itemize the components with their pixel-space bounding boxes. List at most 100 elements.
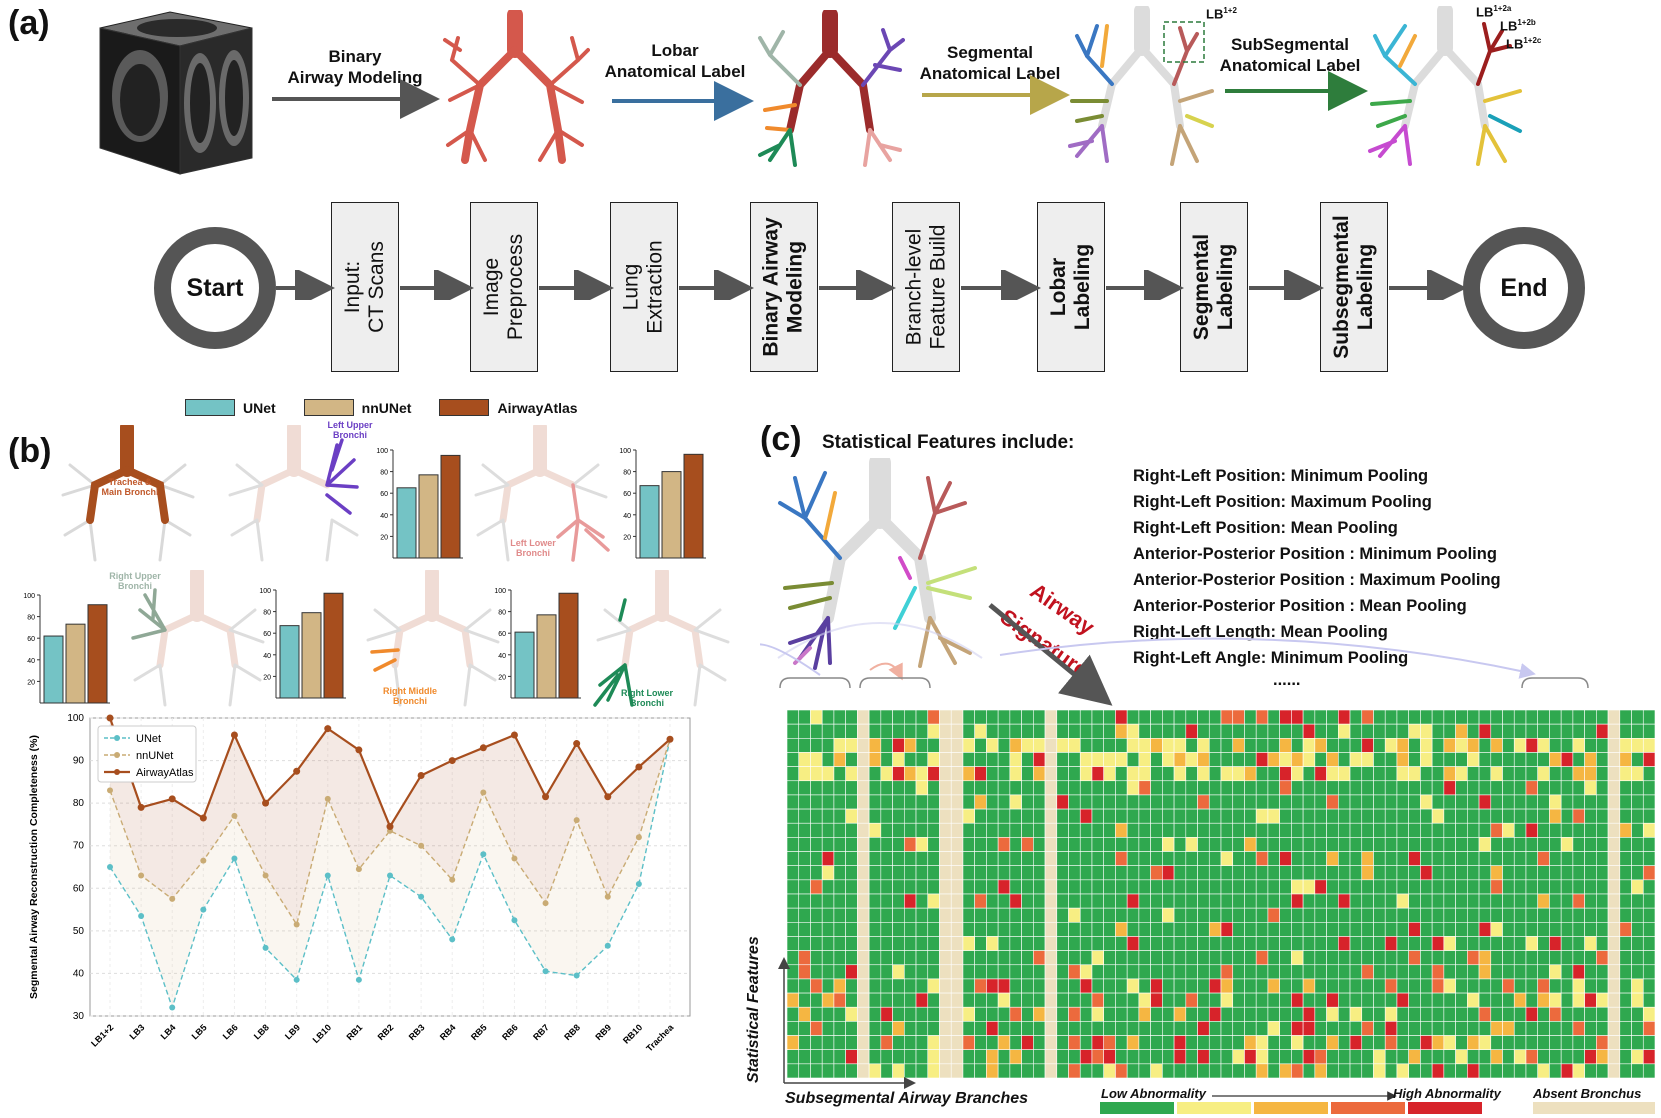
heatmap-cell [868, 822, 882, 838]
heatmap-cell [1560, 837, 1574, 852]
heatmap-cell [915, 723, 929, 739]
heatmap-cell [1291, 851, 1304, 866]
heatmap-cell [1267, 1006, 1280, 1022]
heatmap-cell [1068, 936, 1081, 951]
heatmap-cell [1537, 794, 1550, 810]
heatmap-cell [1068, 738, 1081, 753]
heatmap-cell [1138, 851, 1151, 866]
heatmap-cell [1267, 893, 1280, 909]
heatmap-cell [1631, 723, 1644, 739]
bar-tick-label: 80 [27, 615, 35, 622]
heatmap-cell [1631, 1021, 1644, 1036]
heatmap-cell [1467, 766, 1480, 782]
heatmap-cell [1431, 1006, 1445, 1022]
heatmap-cell [1302, 879, 1316, 895]
heatmap-cell [821, 723, 835, 739]
heatmap-cell [1349, 978, 1363, 994]
heatmap-cell [1279, 1063, 1292, 1079]
heatmap-cell [1431, 879, 1445, 895]
heatmap-cell [1431, 1063, 1445, 1079]
heatmap-cell [1197, 879, 1210, 895]
heatmap-cell [1244, 794, 1257, 810]
heatmap-cell [1044, 879, 1058, 895]
heatmap-cell [787, 893, 800, 909]
heatmap-cell [1443, 950, 1456, 966]
heatmap-cell [1267, 752, 1280, 767]
heatmap-cell [1126, 808, 1140, 824]
heatmap-cell [821, 808, 835, 824]
heatmap-cell [1232, 766, 1245, 782]
heatmap-cell [974, 837, 987, 852]
heatmap-cell [1549, 1063, 1562, 1079]
heatmap-cell [1326, 907, 1339, 923]
heatmap-cell [1044, 936, 1058, 951]
heatmap-cell [787, 822, 800, 838]
heatmap-cell [1455, 710, 1468, 725]
heatmap-cell [1467, 710, 1480, 725]
heatmap-cell [1068, 710, 1081, 725]
heatmap-cell [1560, 851, 1574, 866]
heatmap-cell [1349, 752, 1363, 767]
data-point-unet [449, 936, 456, 943]
heatmap-y-axis-label: Statistical Features [745, 936, 762, 1083]
heatmap-cell [1255, 936, 1269, 951]
heatmap-cell [1513, 1021, 1527, 1036]
heatmap-cell [1197, 766, 1210, 782]
heatmap-cell [1490, 893, 1503, 909]
heatmap-cell [1642, 1021, 1655, 1036]
heatmap-cell [1033, 837, 1046, 852]
x-tick-label: LB1+2 [89, 1022, 115, 1048]
heatmap-cell [1631, 1035, 1644, 1050]
heatmap-cell [927, 710, 940, 725]
heatmap-cell [1232, 723, 1245, 739]
heatmap-cell [903, 865, 917, 881]
heatmap-cell [1314, 978, 1327, 994]
heatmap-cell [1208, 992, 1222, 1008]
heatmap-cell [986, 837, 999, 852]
heatmap-cell [1115, 794, 1128, 810]
heatmap-cell [1291, 907, 1304, 923]
heatmap-cell [845, 879, 858, 895]
heatmap-cell [1513, 851, 1527, 866]
heatmap-cell [1115, 865, 1128, 881]
heatmap-cell [1056, 780, 1069, 796]
statistical-features-heatmap [787, 710, 1655, 1079]
heatmap-cell [1373, 950, 1386, 966]
heatmap-cell [1619, 723, 1632, 739]
heatmap-cell [892, 780, 905, 796]
heatmap-cell [1642, 1063, 1655, 1079]
heatmap-cell [1349, 808, 1363, 824]
heatmap-cell [1537, 1006, 1550, 1022]
heatmap-cell [1091, 837, 1105, 852]
data-point-airwayatlas [417, 771, 425, 779]
heatmap-cell [1596, 978, 1609, 994]
heatmap-cell [1220, 766, 1234, 782]
heatmap-cell [1596, 1063, 1609, 1079]
heatmap-cell [1420, 922, 1433, 937]
data-point-unet [107, 864, 113, 870]
heatmap-cell [1197, 837, 1210, 852]
heatmap-cell [939, 766, 952, 782]
heatmap-cell [1056, 907, 1069, 923]
heatmap-cell [1596, 710, 1609, 725]
heatmap-cell [857, 808, 870, 824]
heatmap-cell [1068, 1021, 1081, 1036]
heatmap-cell [1373, 865, 1386, 881]
heatmap-cell [1326, 950, 1339, 966]
left-upper-bronchi-thumbnail [228, 425, 359, 562]
heatmap-cell [1549, 992, 1562, 1008]
heatmap-cell [1478, 808, 1492, 824]
heatmap-cell [1279, 893, 1292, 909]
heatmap-cell [1068, 992, 1081, 1008]
heatmap-cell [962, 837, 975, 852]
heatmap-cell [798, 893, 811, 909]
heatmap-cell [1455, 1021, 1468, 1036]
heatmap-cell [1115, 978, 1128, 994]
heatmap-cell [798, 837, 811, 852]
heatmap-cell [857, 766, 870, 782]
heatmap-cell [962, 794, 975, 810]
heatmap-cell [1490, 766, 1503, 782]
heatmap-cell [1173, 893, 1187, 909]
heatmap-cell [1349, 992, 1363, 1008]
heatmap-cell [1373, 964, 1386, 980]
